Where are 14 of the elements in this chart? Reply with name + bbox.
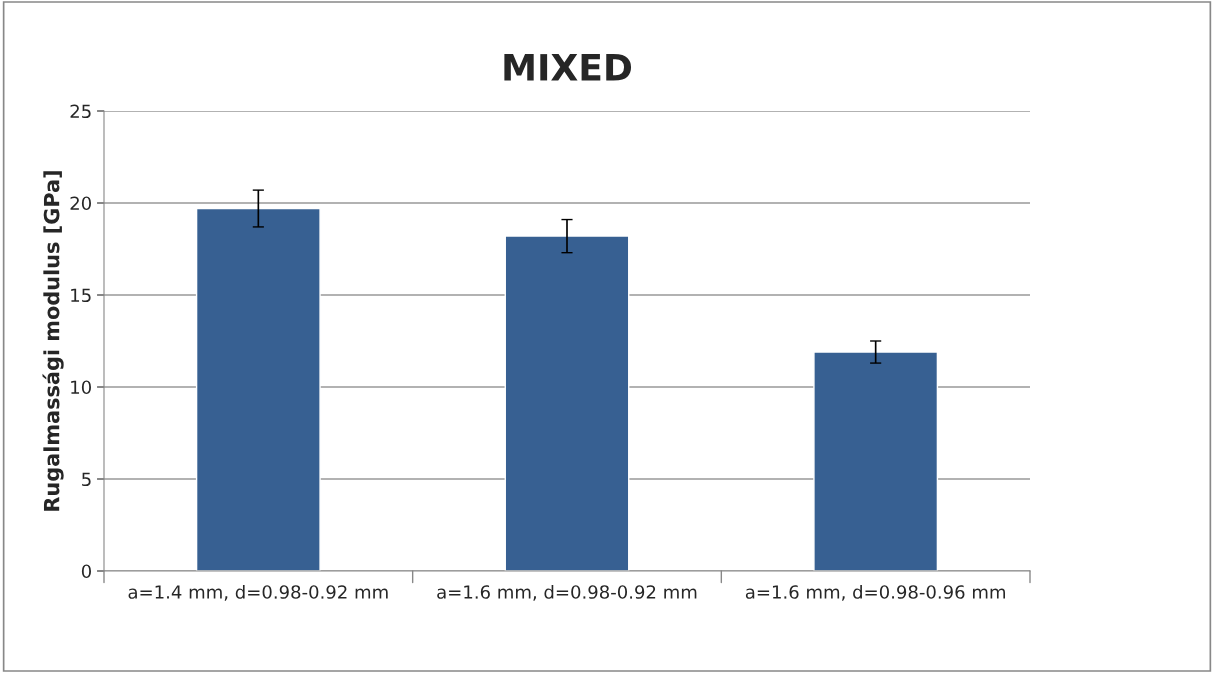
x-tick-label: a=1.6 mm, d=0.98-0.96 mm: [745, 584, 1005, 601]
chart-title: MIXED: [504, 54, 632, 81]
bar: [813, 351, 939, 571]
y-tick-label: 10: [71, 380, 91, 395]
bar: [504, 235, 630, 571]
y-tick-label: 15: [71, 288, 91, 303]
y-axis-title: Rugalmassági modulus [GPa]: [42, 171, 64, 511]
y-tick-label: 5: [82, 472, 91, 487]
y-tick-label: 25: [70, 104, 91, 119]
y-tick-label: 20: [70, 196, 91, 211]
x-tick-label: a=1.4 mm, d=0.98-0.92 mm: [128, 584, 388, 601]
bar: [195, 207, 321, 571]
x-tick-label: a=1.6 mm, d=0.98-0.92 mm: [437, 584, 697, 601]
y-tick-label: 0: [81, 564, 91, 579]
